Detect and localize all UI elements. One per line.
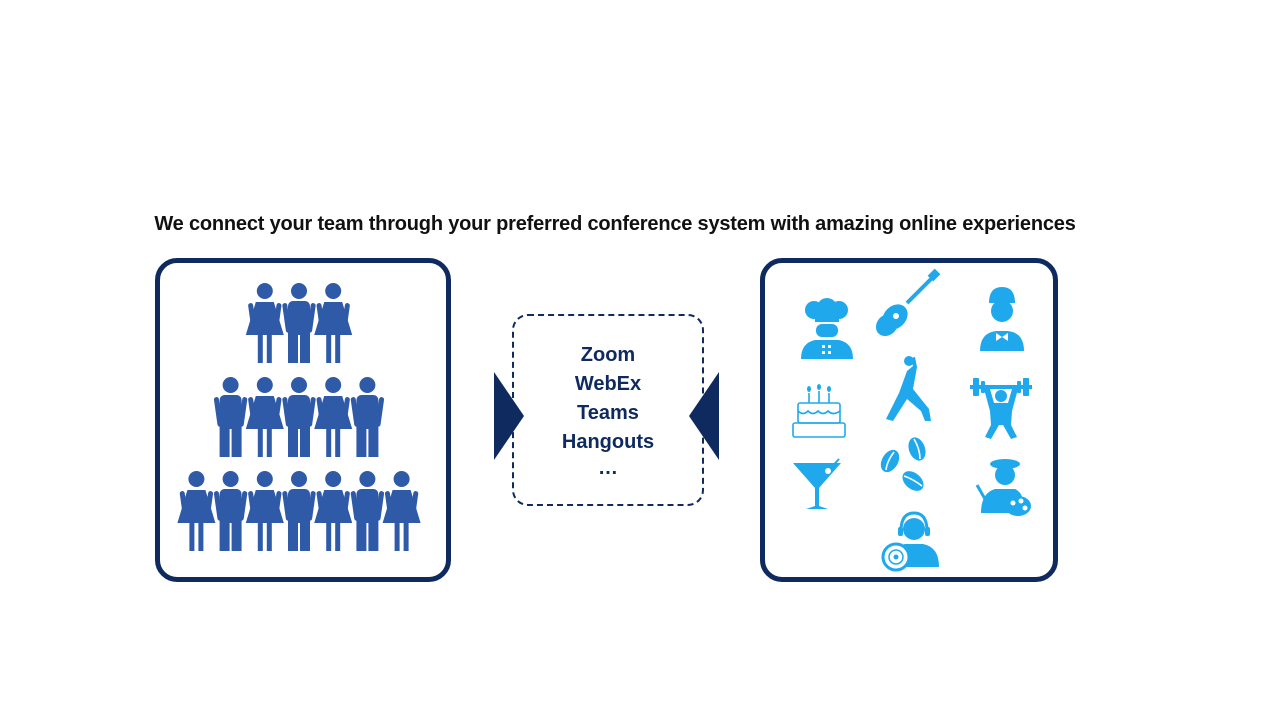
woman-figure-icon [177,471,216,551]
platform-zoom: Zoom [580,344,636,366]
woman-figure-icon [314,377,353,457]
chef-icon [801,298,853,359]
platform-hangouts: Hangouts [561,431,655,453]
team-panel [155,258,451,582]
weightlifting-icon [970,378,1032,439]
experiences-panel [760,258,1058,582]
woman-figure-icon [314,471,353,551]
man-figure-icon [213,471,248,551]
coffee-beans-icon [880,437,926,491]
birthday-cake-icon [792,384,846,438]
cocktail-icon [793,458,841,509]
man-figure-icon [282,471,316,551]
man-figure-icon [213,377,248,457]
woman-figure-icon [245,283,284,363]
team-pyramid [177,283,421,551]
man-figure-icon [282,377,316,457]
man-figure-icon [350,377,385,457]
man-figure-icon [282,283,316,363]
headline: We connect your team through your prefer… [154,213,1076,235]
woman-figure-icon [314,283,353,363]
boy-bowtie-icon [980,287,1024,351]
platform-more: … [598,457,618,479]
arrow-right-icon [494,372,524,460]
dj-icon [881,511,939,572]
painter-icon [975,459,1031,516]
guitar-icon [875,268,941,337]
platform-teams: Teams [577,402,639,424]
yoga-icon [886,356,931,421]
platform-webex: WebEx [574,373,642,395]
woman-figure-icon [245,377,284,457]
woman-figure-icon [245,471,284,551]
platform-list: Zoom WebEx Teams Hangouts … [512,314,704,506]
man-figure-icon [350,471,385,551]
arrow-left-icon [689,372,719,460]
experience-icons [792,268,1032,572]
woman-figure-icon [382,471,421,551]
